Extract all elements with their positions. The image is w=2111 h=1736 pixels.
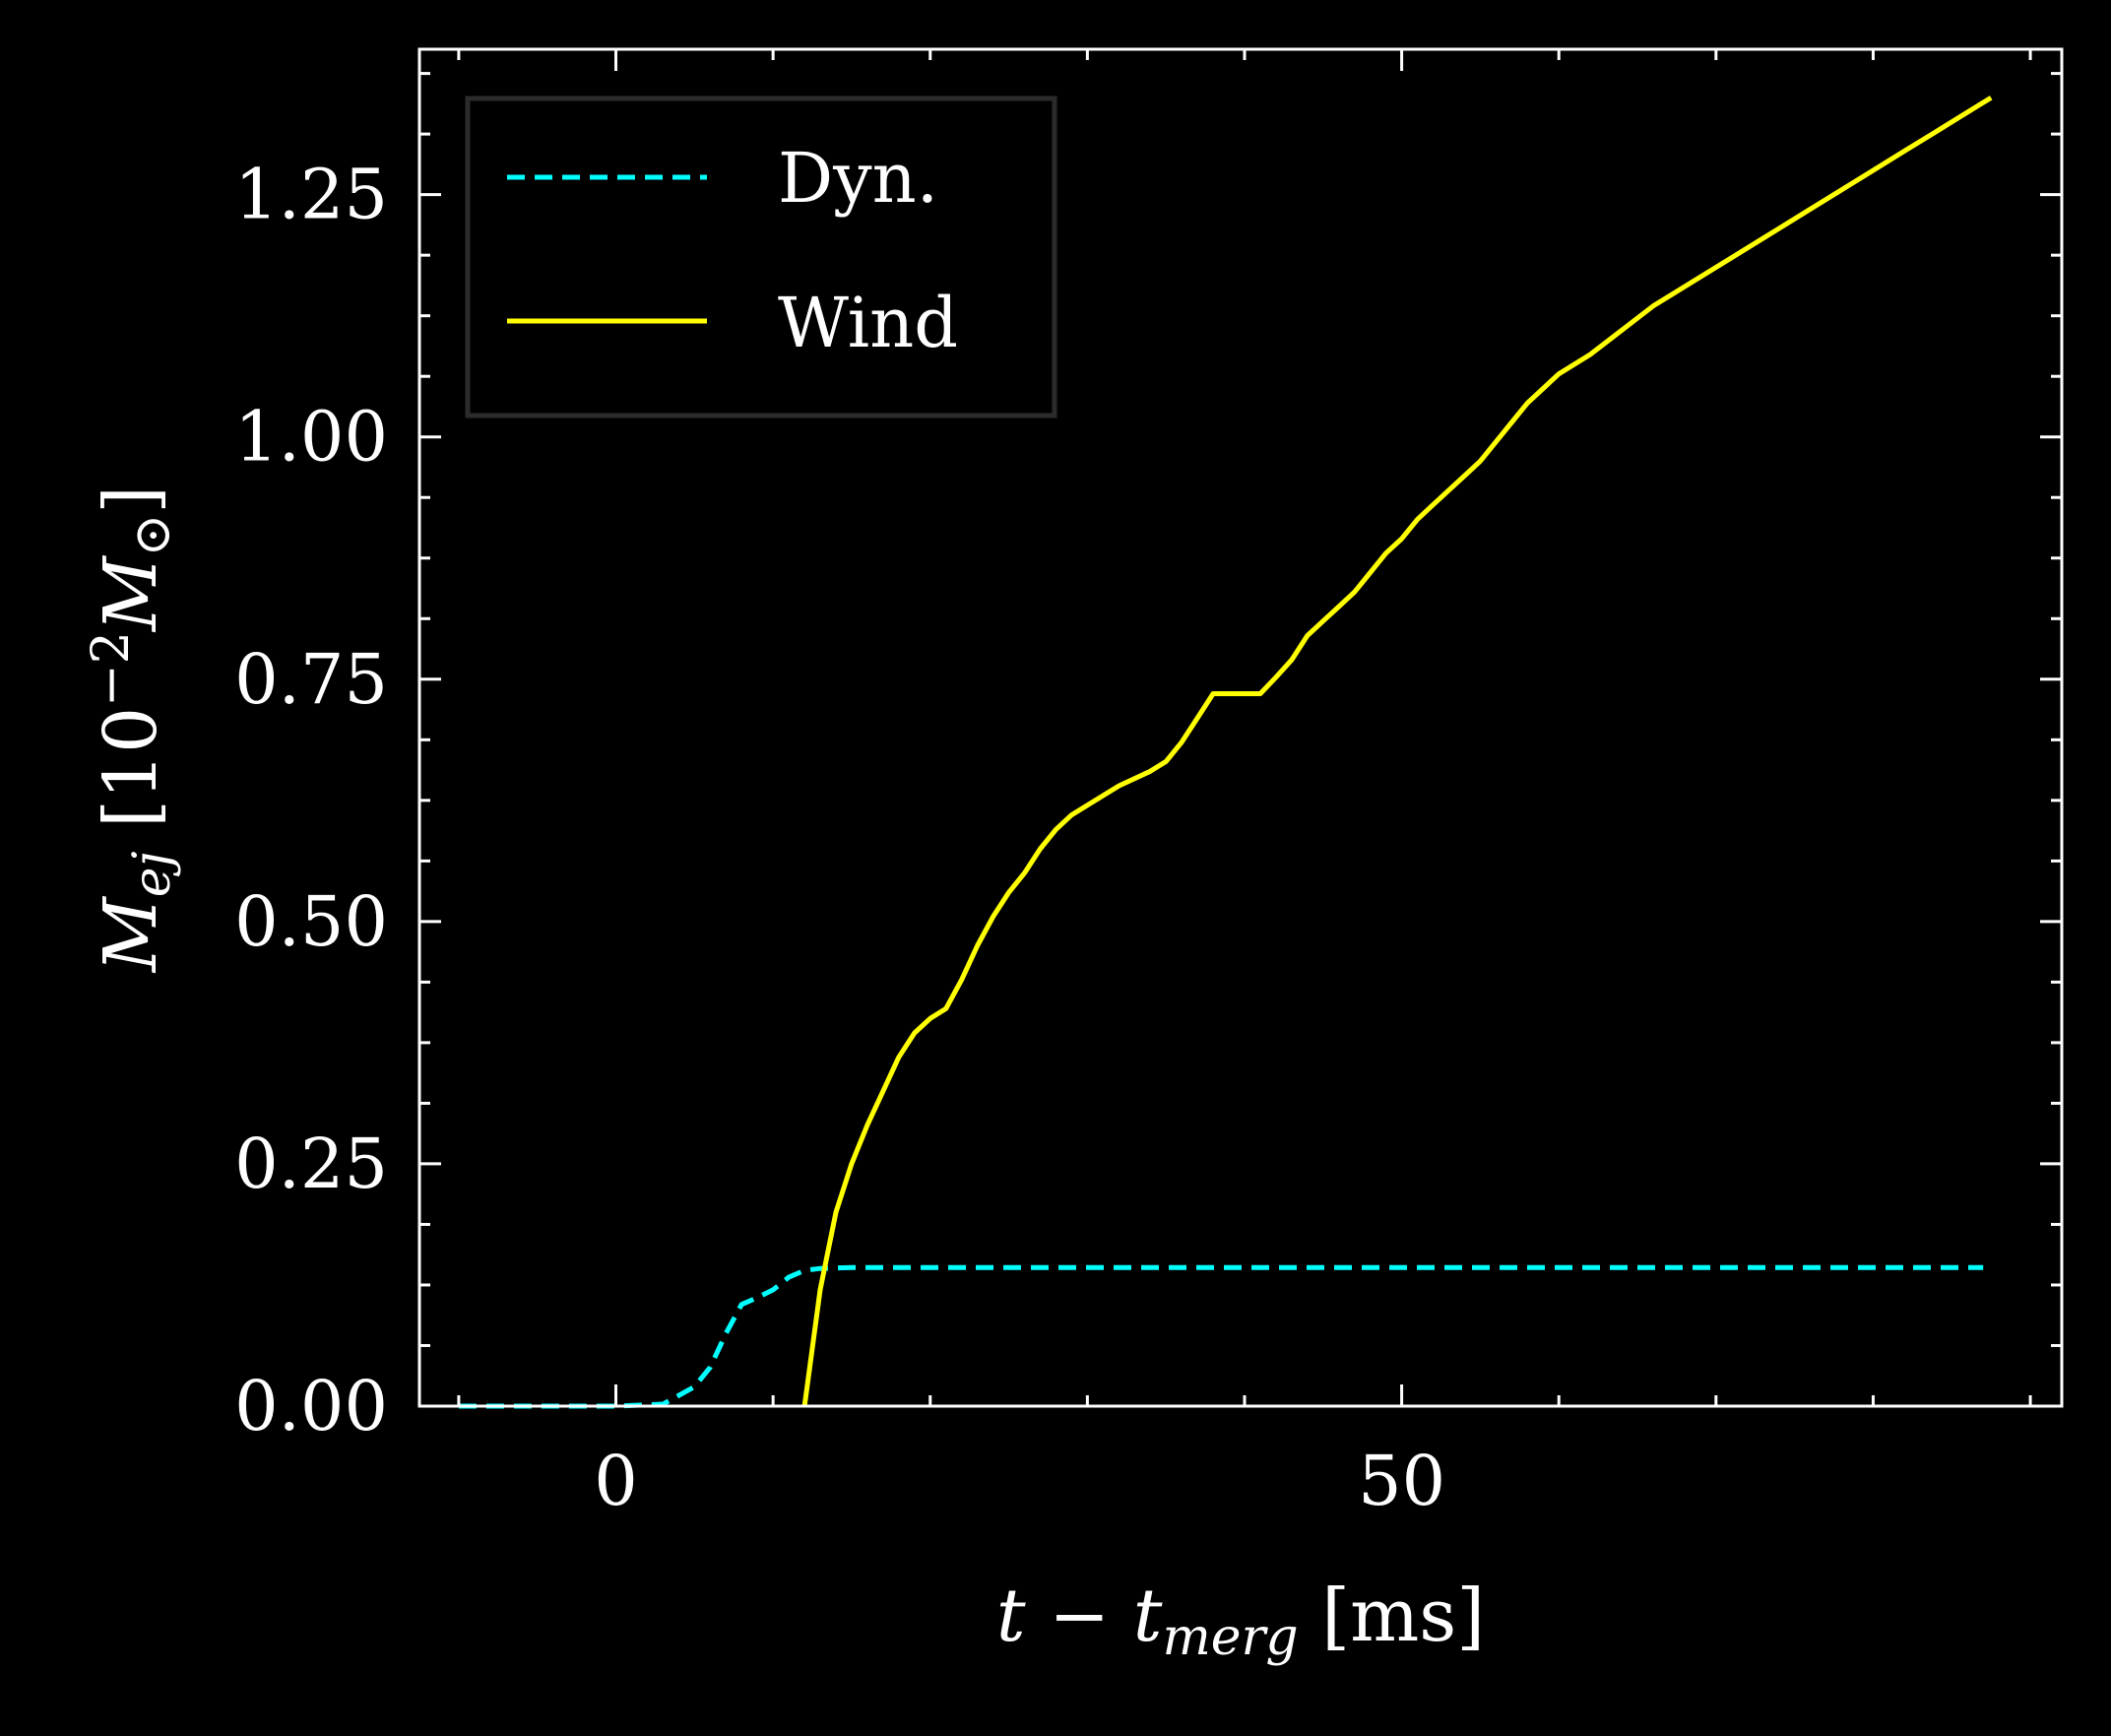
series-line-dyn [458,1264,1984,1409]
x-tick-label: 50 [1358,1441,1445,1521]
x-axis-label-main: t − t [996,1574,1163,1658]
legend-label-dyn: Dyn. [778,138,938,219]
series-layer [458,96,1993,1409]
x-axis-label-subscript: merg [1162,1608,1298,1667]
y-axis-label-unit2: M [89,554,173,633]
x-axis-label-unit: [ms] [1299,1574,1485,1658]
y-axis-label-exponent: −2 [82,631,141,707]
series-line-wind [801,96,1993,1407]
x-axis-label: t − tmerg [ms] [996,1574,1485,1667]
y-axis-label-unit: [10 [89,707,173,852]
y-tick-label: 1.00 [234,397,388,478]
x-tick-label: 0 [594,1441,638,1521]
legend-box [465,96,1057,418]
y-tick-label: 0.50 [234,881,388,962]
y-tick-label: 1.25 [234,155,388,235]
y-axis-label-unit2-subscript: ⊙ [123,514,182,557]
plot-frame [417,47,2064,1408]
ticks-layer: 0.00 0.25 0.50 0.75 1.00 1.25 0 50 [234,49,2062,1521]
legend-label-wind: Wind [778,283,958,363]
y-axis-label: Mej [10−2M⊙] [82,485,182,974]
y-tick-label: 0.75 [234,639,388,720]
y-axis-label-subscript: ej [123,851,182,897]
y-tick-label: 0.25 [234,1124,388,1204]
y-tick-label: 0.00 [234,1366,388,1447]
y-axis-label-close: ] [89,485,173,514]
y-axis-label-main: M [89,895,173,974]
legend: Dyn. Wind [465,96,1057,418]
